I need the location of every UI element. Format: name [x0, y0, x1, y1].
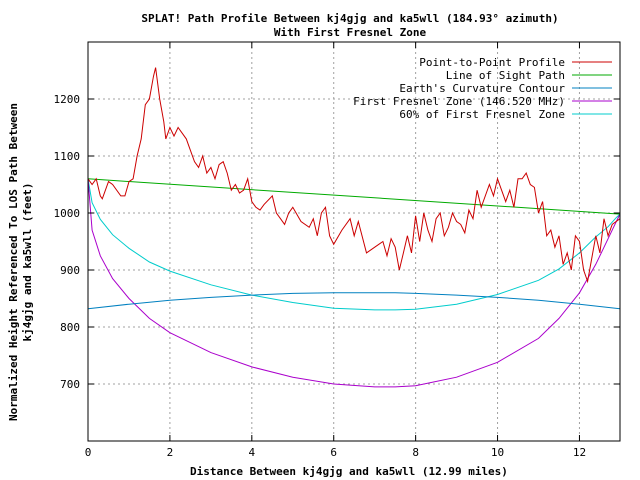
- y-tick-label: 1000: [54, 207, 81, 220]
- x-tick-label: 4: [249, 446, 256, 459]
- chart-title: SPLAT! Path Profile Between kj4gjg and k…: [141, 12, 558, 25]
- series-layer: [87, 67, 621, 388]
- x-tick-label: 8: [412, 446, 419, 459]
- tick-layer: 0 2 4 6 8 10 12 700 800 900 1000 1100 1200: [54, 42, 620, 459]
- x-tick-label: 2: [167, 446, 174, 459]
- legend-label-0: Point-to-Point Profile: [419, 56, 565, 69]
- series-line-2: [87, 292, 621, 310]
- y-tick-label: 900: [60, 264, 80, 277]
- x-tick-label: 10: [491, 446, 504, 459]
- y-axis-label-line1: Normalized Height Referenced To LOS Path…: [7, 103, 20, 421]
- y-tick-label: 1100: [54, 150, 81, 163]
- legend-label-2: Earth's Curvature Contour: [399, 82, 565, 95]
- grid-layer: [87, 42, 620, 441]
- plot-frame: [87, 41, 621, 442]
- y-axis-label-line2: kj4gjg and ka5wll (feet): [21, 183, 34, 342]
- series-line-3: [87, 178, 621, 388]
- legend-label-1: Line of Sight Path: [446, 69, 565, 82]
- series-line-1: [87, 178, 621, 215]
- x-axis-label: Distance Between kj4gjg and ka5wll (12.9…: [190, 465, 508, 478]
- x-tick-label: 12: [573, 446, 586, 459]
- series-line-0: [87, 67, 621, 284]
- legend-label-4: 60% of First Fresnel Zone: [399, 108, 565, 121]
- chart-subtitle: With First Fresnel Zone: [274, 26, 427, 39]
- y-tick-label: 1200: [54, 93, 81, 106]
- legend-label-3: First Fresnel Zone (146.520 MHz): [353, 95, 565, 108]
- series-line-4: [87, 178, 621, 311]
- y-tick-label: 800: [60, 321, 80, 334]
- y-tick-label: 700: [60, 378, 80, 391]
- x-tick-label: 6: [330, 446, 337, 459]
- x-tick-label: 0: [85, 446, 92, 459]
